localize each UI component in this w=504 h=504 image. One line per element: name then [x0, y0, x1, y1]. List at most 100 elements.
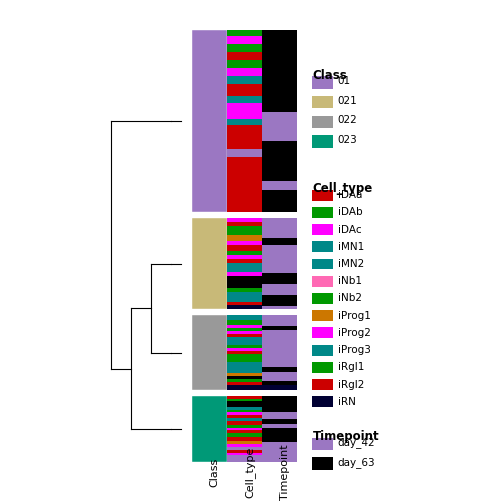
- FancyBboxPatch shape: [262, 273, 297, 284]
- Text: Class: Class: [209, 458, 219, 487]
- FancyBboxPatch shape: [227, 415, 262, 418]
- FancyBboxPatch shape: [192, 218, 227, 309]
- FancyBboxPatch shape: [227, 325, 262, 328]
- FancyBboxPatch shape: [227, 351, 262, 354]
- FancyBboxPatch shape: [227, 315, 262, 320]
- FancyBboxPatch shape: [312, 379, 333, 390]
- Text: 023: 023: [338, 135, 357, 145]
- Text: iProg1: iProg1: [338, 310, 370, 321]
- FancyBboxPatch shape: [227, 421, 262, 425]
- FancyBboxPatch shape: [262, 305, 297, 309]
- FancyBboxPatch shape: [227, 450, 262, 453]
- Text: iRN: iRN: [338, 397, 355, 407]
- FancyBboxPatch shape: [262, 386, 297, 390]
- FancyBboxPatch shape: [227, 348, 262, 351]
- Text: Cell_type: Cell_type: [244, 447, 256, 498]
- FancyBboxPatch shape: [227, 125, 262, 149]
- FancyBboxPatch shape: [227, 36, 262, 44]
- FancyBboxPatch shape: [227, 301, 262, 305]
- FancyBboxPatch shape: [227, 149, 262, 157]
- Text: day_42: day_42: [338, 437, 375, 448]
- FancyBboxPatch shape: [227, 401, 262, 407]
- FancyBboxPatch shape: [227, 102, 262, 111]
- FancyBboxPatch shape: [227, 455, 262, 458]
- FancyBboxPatch shape: [312, 259, 333, 270]
- FancyBboxPatch shape: [227, 337, 262, 345]
- FancyBboxPatch shape: [227, 444, 262, 447]
- FancyBboxPatch shape: [227, 259, 262, 263]
- FancyBboxPatch shape: [227, 328, 262, 331]
- FancyBboxPatch shape: [262, 141, 297, 181]
- FancyBboxPatch shape: [262, 330, 297, 367]
- FancyBboxPatch shape: [227, 433, 262, 437]
- FancyBboxPatch shape: [227, 396, 262, 399]
- FancyBboxPatch shape: [227, 52, 262, 60]
- FancyBboxPatch shape: [227, 354, 262, 362]
- FancyBboxPatch shape: [227, 241, 262, 245]
- FancyBboxPatch shape: [262, 295, 297, 305]
- FancyBboxPatch shape: [227, 226, 262, 235]
- FancyBboxPatch shape: [312, 293, 333, 304]
- FancyBboxPatch shape: [262, 443, 297, 462]
- FancyBboxPatch shape: [227, 437, 262, 442]
- FancyBboxPatch shape: [227, 292, 262, 301]
- FancyBboxPatch shape: [312, 115, 333, 128]
- FancyBboxPatch shape: [312, 328, 333, 338]
- Text: Timepoint: Timepoint: [312, 430, 379, 443]
- FancyBboxPatch shape: [192, 315, 227, 390]
- FancyBboxPatch shape: [227, 222, 262, 226]
- FancyBboxPatch shape: [227, 245, 262, 251]
- Text: Cell_type: Cell_type: [312, 182, 373, 195]
- FancyBboxPatch shape: [312, 457, 333, 470]
- Text: iProg3: iProg3: [338, 345, 370, 355]
- FancyBboxPatch shape: [227, 119, 262, 125]
- FancyBboxPatch shape: [227, 373, 262, 376]
- FancyBboxPatch shape: [227, 68, 262, 76]
- FancyBboxPatch shape: [227, 412, 262, 415]
- FancyBboxPatch shape: [262, 367, 297, 372]
- Text: Timepoint: Timepoint: [280, 444, 290, 500]
- FancyBboxPatch shape: [227, 111, 262, 119]
- FancyBboxPatch shape: [227, 458, 262, 462]
- FancyBboxPatch shape: [227, 263, 262, 272]
- FancyBboxPatch shape: [227, 218, 262, 222]
- FancyBboxPatch shape: [227, 305, 262, 309]
- FancyBboxPatch shape: [262, 218, 297, 238]
- FancyBboxPatch shape: [227, 410, 262, 412]
- FancyBboxPatch shape: [262, 372, 297, 381]
- FancyBboxPatch shape: [227, 167, 262, 212]
- FancyBboxPatch shape: [312, 437, 333, 450]
- FancyBboxPatch shape: [262, 424, 297, 428]
- FancyBboxPatch shape: [312, 76, 333, 89]
- FancyBboxPatch shape: [227, 407, 262, 410]
- FancyBboxPatch shape: [262, 315, 297, 327]
- FancyBboxPatch shape: [262, 181, 297, 190]
- FancyBboxPatch shape: [227, 379, 262, 382]
- FancyBboxPatch shape: [192, 396, 227, 462]
- FancyBboxPatch shape: [227, 276, 262, 288]
- FancyBboxPatch shape: [312, 96, 333, 108]
- FancyBboxPatch shape: [227, 157, 262, 167]
- FancyBboxPatch shape: [227, 453, 262, 455]
- FancyBboxPatch shape: [192, 30, 227, 212]
- FancyBboxPatch shape: [227, 334, 262, 337]
- FancyBboxPatch shape: [262, 396, 297, 412]
- FancyBboxPatch shape: [227, 288, 262, 292]
- Text: iMN1: iMN1: [338, 242, 364, 252]
- FancyBboxPatch shape: [312, 310, 333, 321]
- Text: iDAc: iDAc: [338, 225, 361, 235]
- Text: 022: 022: [338, 115, 357, 125]
- FancyBboxPatch shape: [262, 419, 297, 424]
- Text: iDAb: iDAb: [338, 208, 362, 217]
- FancyBboxPatch shape: [227, 427, 262, 430]
- FancyBboxPatch shape: [227, 30, 262, 36]
- FancyBboxPatch shape: [312, 276, 333, 287]
- FancyBboxPatch shape: [227, 418, 262, 421]
- FancyBboxPatch shape: [312, 224, 333, 235]
- FancyBboxPatch shape: [262, 30, 297, 112]
- FancyBboxPatch shape: [312, 362, 333, 373]
- FancyBboxPatch shape: [227, 442, 262, 444]
- FancyBboxPatch shape: [227, 430, 262, 433]
- FancyBboxPatch shape: [227, 331, 262, 334]
- FancyBboxPatch shape: [227, 60, 262, 68]
